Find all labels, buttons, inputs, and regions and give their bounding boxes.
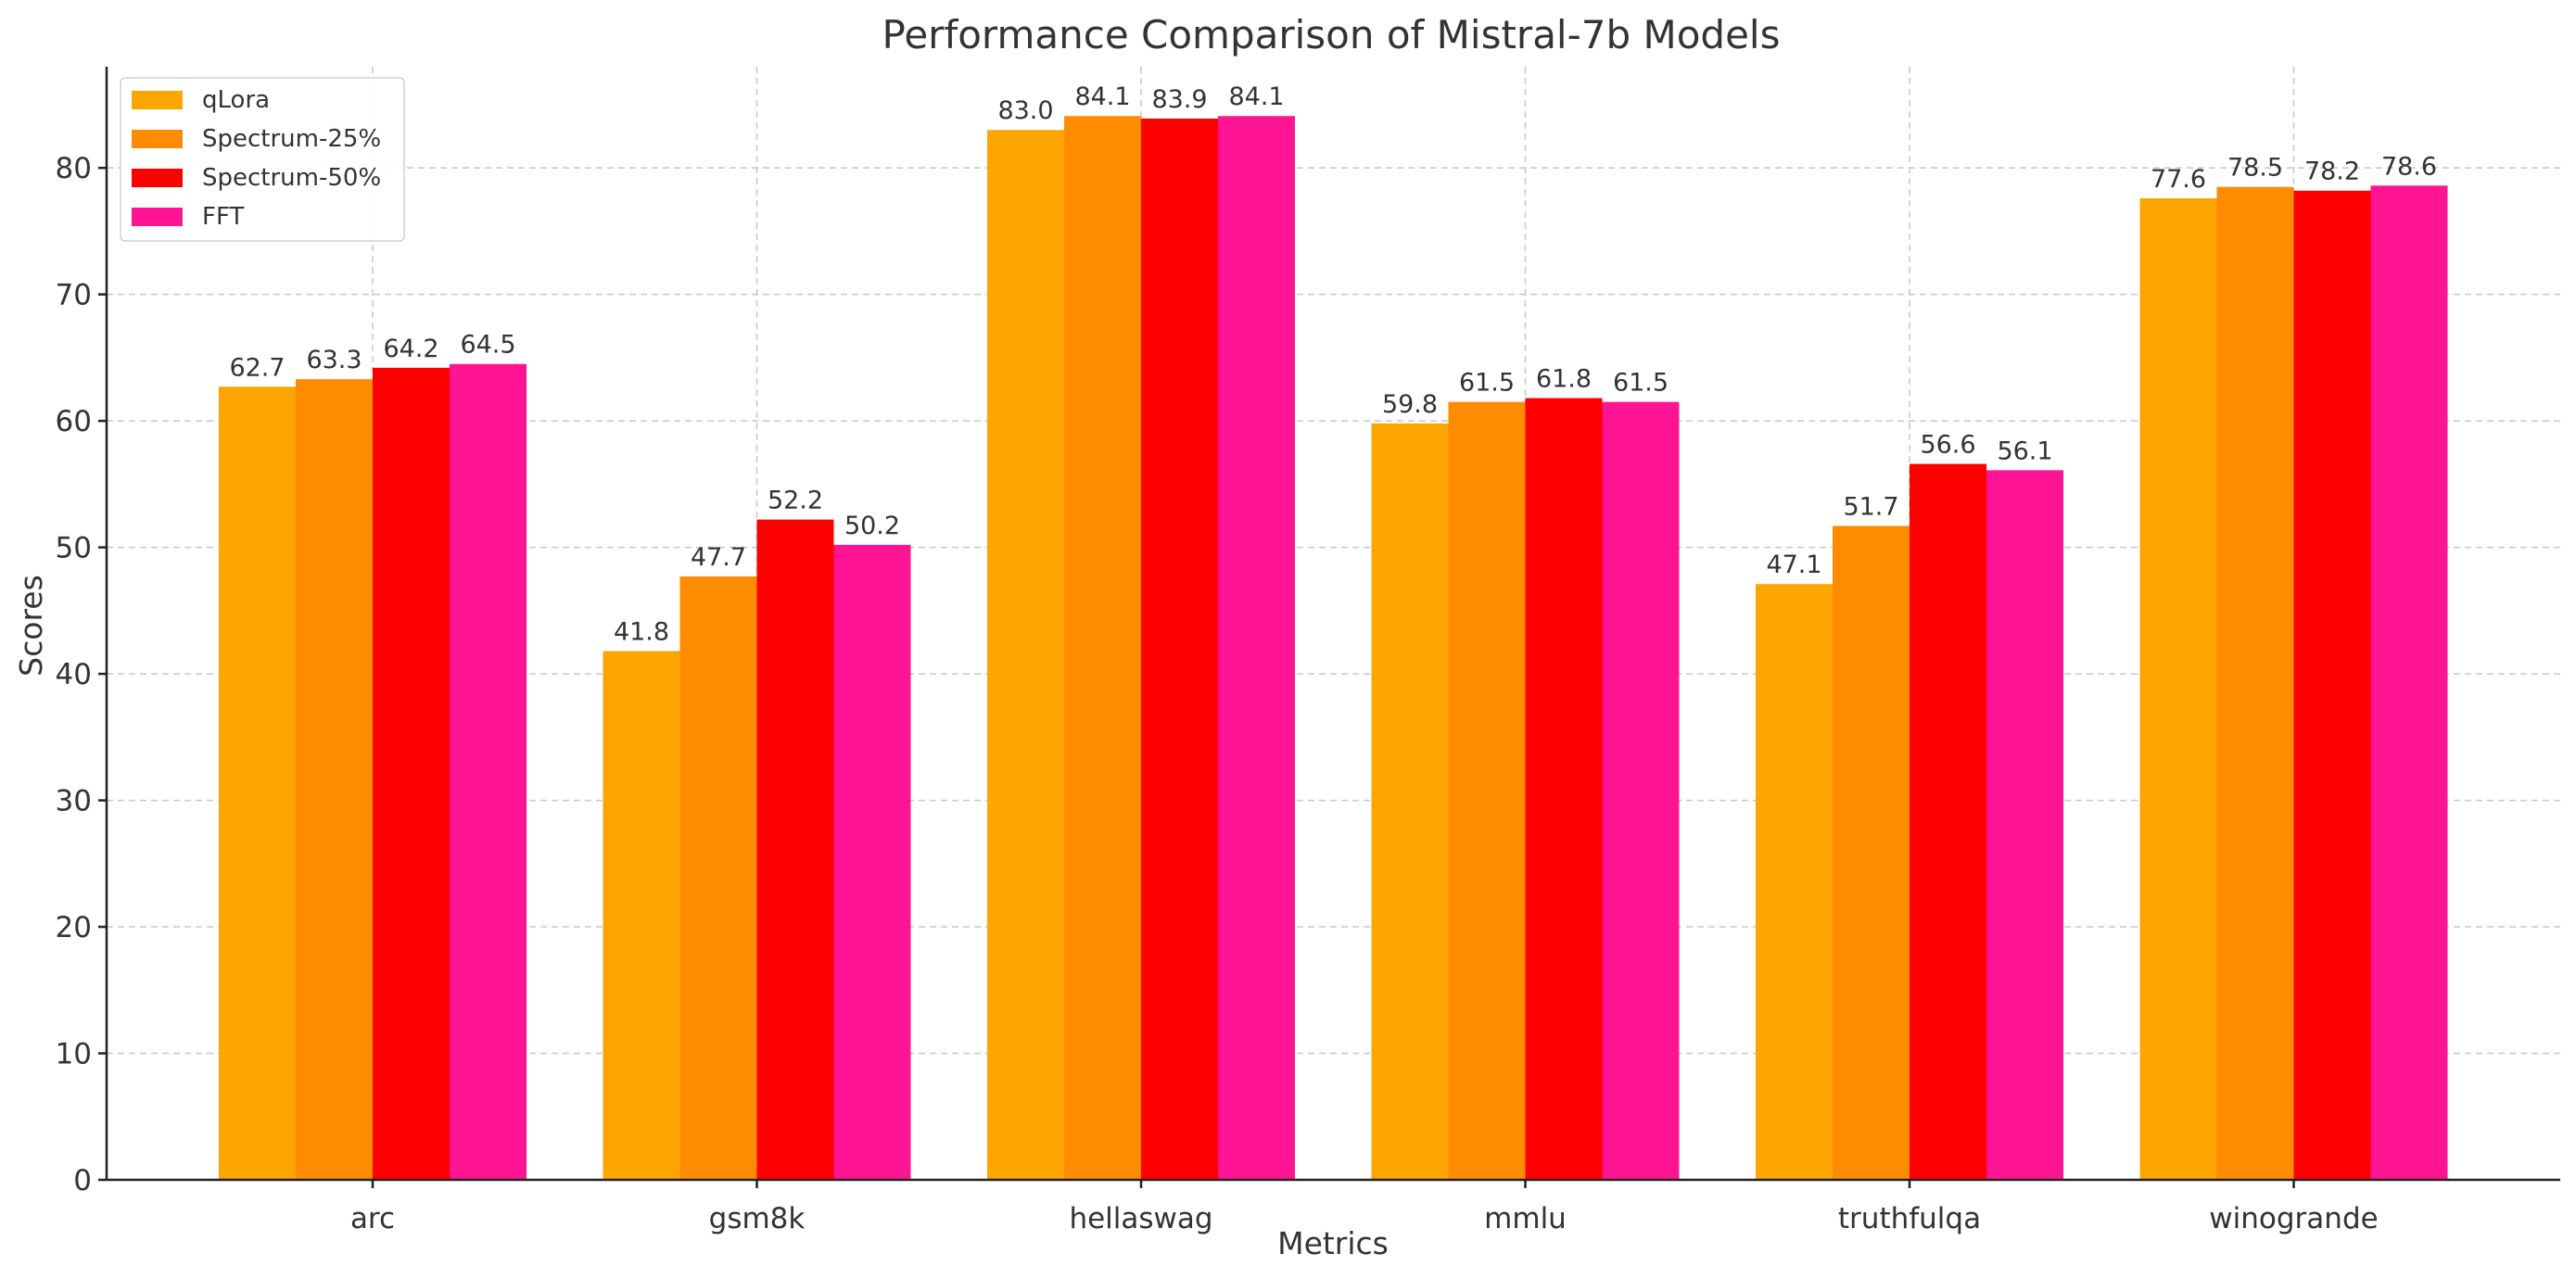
data-label-mmlu-Spectrum-50%: 61.8 bbox=[1536, 365, 1592, 394]
legend-label-Spectrum-50%: Spectrum-50% bbox=[202, 164, 381, 192]
x-tick-label-truthfulqa: truthfulqa bbox=[1838, 1202, 1981, 1235]
data-labels-layer: 62.7 63.3 64.2 64.5 41.8 47.7 52.2 50.2 83.0 84.1… bbox=[229, 82, 2437, 646]
bar-winogrande-FFT bbox=[2370, 185, 2448, 1181]
legend-swatch-FFT bbox=[132, 208, 183, 226]
bar-hellaswag-FFT bbox=[1218, 116, 1295, 1181]
bar-truthfulqa-Spectrum-50% bbox=[1910, 463, 1986, 1180]
x-tick-label-gsm8k: gsm8k bbox=[709, 1202, 806, 1235]
legend-label-qLora: qLora bbox=[202, 86, 270, 114]
data-label-gsm8k-qLora: 41.8 bbox=[614, 618, 669, 647]
data-label-arc-qLora: 62.7 bbox=[229, 353, 285, 382]
y-tick-label: 80 bbox=[56, 152, 92, 185]
y-tick-label: 0 bbox=[73, 1164, 92, 1197]
data-label-hellaswag-qLora: 83.0 bbox=[997, 96, 1053, 125]
data-label-hellaswag-Spectrum-25%: 84.1 bbox=[1074, 82, 1130, 111]
y-axis-label: Scores bbox=[13, 575, 49, 677]
legend-swatch-qLora bbox=[132, 91, 183, 109]
data-label-truthfulqa-Spectrum-50%: 56.6 bbox=[1920, 431, 1975, 460]
bar-mmlu-FFT bbox=[1602, 401, 1680, 1180]
bar-mmlu-qLora bbox=[1371, 423, 1449, 1180]
data-label-arc-Spectrum-50%: 64.2 bbox=[383, 335, 438, 363]
bar-gsm8k-Spectrum-50% bbox=[756, 519, 834, 1180]
bar-arc-Spectrum-25% bbox=[296, 379, 373, 1180]
data-label-mmlu-FFT: 61.5 bbox=[1613, 369, 1669, 398]
data-label-gsm8k-FFT: 50.2 bbox=[844, 512, 900, 540]
bar-winogrande-Spectrum-50% bbox=[2293, 190, 2371, 1181]
data-label-winogrande-Spectrum-50%: 78.2 bbox=[2304, 158, 2360, 186]
legend-swatch-Spectrum-50% bbox=[132, 169, 183, 187]
chart-title: Performance Comparison of Mistral-7b Mod… bbox=[882, 12, 1781, 57]
bar-truthfulqa-qLora bbox=[1756, 584, 1833, 1180]
bar-truthfulqa-FFT bbox=[1986, 470, 2063, 1180]
bar-arc-Spectrum-50% bbox=[373, 367, 450, 1180]
data-label-gsm8k-Spectrum-50%: 52.2 bbox=[768, 487, 823, 515]
axes-layer: 0 10 20 30 40 50 60 70 80 arc gsm8k hellaswag mmlu tr… bbox=[56, 67, 2560, 1235]
x-tick-label-mmlu: mmlu bbox=[1484, 1202, 1567, 1235]
data-label-winogrande-qLora: 77.6 bbox=[2151, 165, 2206, 194]
bar-arc-FFT bbox=[450, 363, 527, 1181]
data-label-winogrande-FFT: 78.6 bbox=[2381, 152, 2437, 181]
data-label-hellaswag-FFT: 84.1 bbox=[1228, 82, 1284, 111]
y-tick-label: 50 bbox=[56, 532, 92, 565]
bar-truthfulqa-Spectrum-25% bbox=[1833, 526, 1910, 1180]
bar-hellaswag-qLora bbox=[987, 130, 1064, 1180]
bar-gsm8k-qLora bbox=[603, 651, 680, 1180]
bar-mmlu-Spectrum-25% bbox=[1448, 401, 1526, 1180]
bar-arc-qLora bbox=[219, 386, 296, 1181]
legend-label-Spectrum-25%: Spectrum-25% bbox=[202, 125, 381, 153]
data-label-truthfulqa-Spectrum-25%: 51.7 bbox=[1843, 492, 1898, 521]
x-tick-label-winogrande: winogrande bbox=[2209, 1202, 2378, 1235]
bars-layer bbox=[219, 116, 2448, 1181]
bar-winogrande-qLora bbox=[2139, 197, 2217, 1180]
y-tick-label: 70 bbox=[56, 279, 92, 312]
data-label-mmlu-Spectrum-25%: 61.5 bbox=[1459, 369, 1515, 398]
y-tick-label: 30 bbox=[56, 785, 92, 818]
bar-gsm8k-FFT bbox=[833, 544, 911, 1180]
legend-swatch-Spectrum-25% bbox=[132, 130, 183, 148]
bar-hellaswag-Spectrum-50% bbox=[1141, 118, 1218, 1180]
y-tick-label: 60 bbox=[56, 405, 92, 438]
bar-gsm8k-Spectrum-25% bbox=[679, 576, 757, 1180]
bar-mmlu-Spectrum-50% bbox=[1525, 398, 1603, 1181]
bar-winogrande-Spectrum-25% bbox=[2216, 186, 2294, 1180]
x-tick-label-hellaswag: hellaswag bbox=[1069, 1202, 1212, 1235]
y-tick-label: 10 bbox=[56, 1038, 92, 1071]
data-label-gsm8k-Spectrum-25%: 47.7 bbox=[691, 543, 746, 572]
data-label-hellaswag-Spectrum-50%: 83.9 bbox=[1151, 85, 1207, 114]
data-label-arc-FFT: 64.5 bbox=[460, 331, 515, 360]
bar-hellaswag-Spectrum-25% bbox=[1064, 116, 1141, 1181]
legend: qLora Spectrum-25% Spectrum-50% FFT bbox=[120, 77, 405, 242]
data-label-truthfulqa-FFT: 56.1 bbox=[1997, 437, 2052, 465]
x-tick-label-arc: arc bbox=[350, 1202, 395, 1235]
y-tick-label: 40 bbox=[56, 658, 92, 691]
data-label-truthfulqa-qLora: 47.1 bbox=[1766, 551, 1821, 579]
legend-box bbox=[120, 77, 405, 242]
x-axis-label: Metrics bbox=[1277, 1225, 1389, 1261]
data-label-arc-Spectrum-25%: 63.3 bbox=[306, 346, 362, 374]
data-label-mmlu-qLora: 59.8 bbox=[1382, 390, 1438, 419]
legend-label-FFT: FFT bbox=[202, 203, 244, 231]
y-tick-label: 20 bbox=[56, 911, 92, 944]
data-label-winogrande-Spectrum-25%: 78.5 bbox=[2227, 154, 2283, 183]
